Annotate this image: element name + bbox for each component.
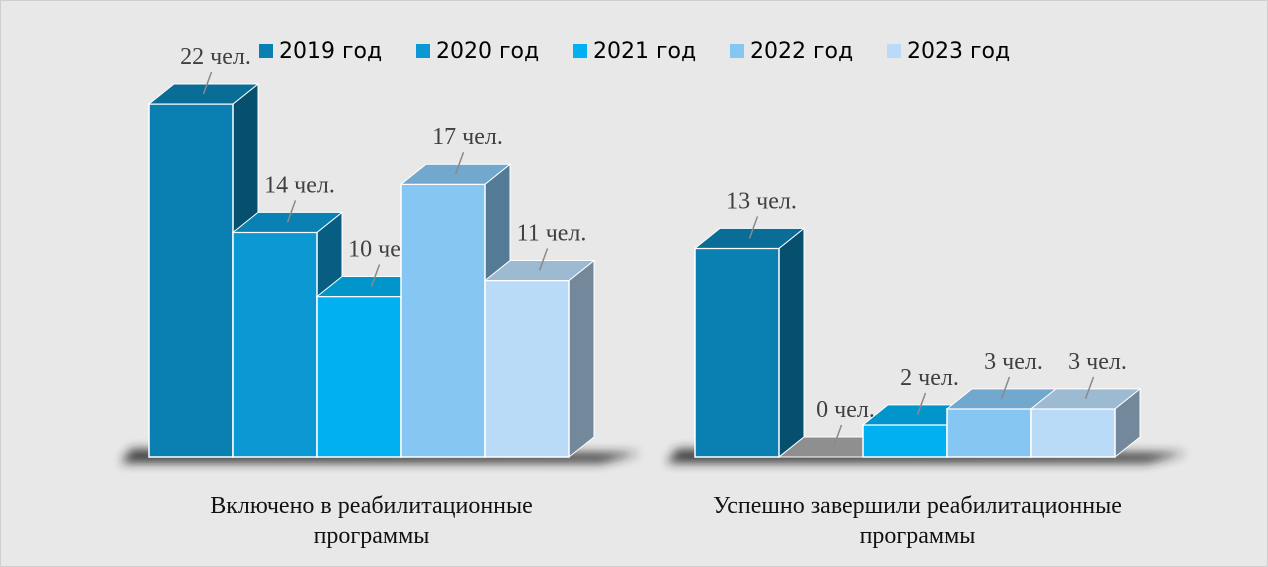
legend-label: 2019 год [279,39,382,64]
legend-label: 2020 год [436,39,539,64]
data-label: 11 чел. [517,221,587,247]
data-label: 0 чел. [816,397,875,423]
leader-line [832,424,843,448]
legend-swatch [259,44,273,58]
leader-line [1084,376,1095,400]
leader-line [1000,376,1011,400]
bar [316,295,402,458]
leader-line [454,151,465,175]
data-label: 2 чел. [900,365,959,391]
bar [484,279,570,458]
leader-line [916,392,927,416]
data-label: 13 чел. [726,188,797,214]
legend-label: 2022 год [750,39,853,64]
legend-swatch [416,44,430,58]
bar [148,103,234,458]
bar [232,231,318,458]
data-label: 14 чел. [264,172,335,198]
leader-line [538,248,549,271]
leader-line [370,264,381,287]
category-label: Успешно завершили реабилитационные прогр… [713,493,1122,549]
data-label: 17 чел. [432,124,503,150]
legend-label: 2023 год [907,39,1010,64]
leader-line [286,200,297,223]
category-label: Включено в реабилитационные программы [210,493,533,549]
data-label: 3 чел. [1068,349,1127,375]
bar [694,247,780,458]
bar-side [568,259,595,459]
data-label: 22 чел. [180,44,251,70]
leader-line [748,216,759,239]
bar [862,424,948,458]
bar [946,408,1032,458]
legend-swatch [573,44,587,58]
legend-swatch [887,44,901,58]
legend-label: 2021 год [593,39,696,64]
data-label: 3 чел. [984,349,1043,375]
leader-line [202,71,213,95]
bar [400,183,486,458]
bar-side [778,227,805,459]
legend-swatch [730,44,744,58]
bar [1030,408,1116,458]
